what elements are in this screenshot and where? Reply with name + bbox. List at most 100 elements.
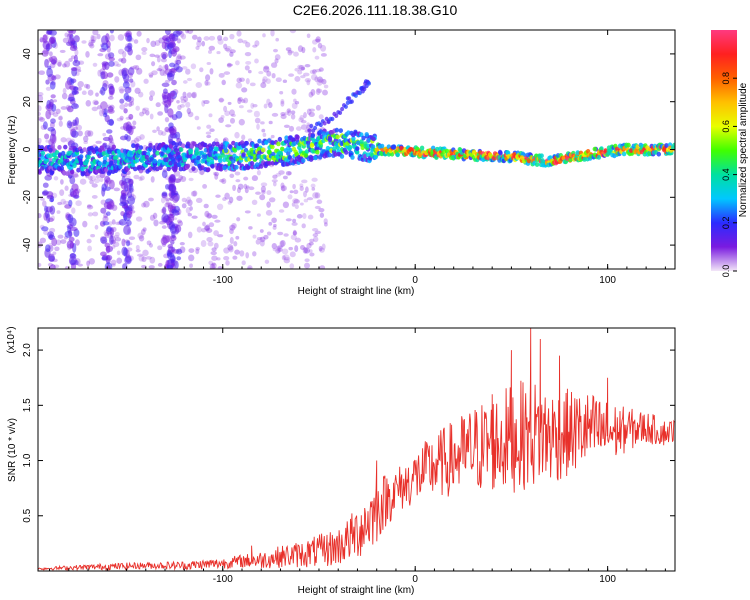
spectrogram-cell [568, 157, 573, 163]
spectrogram-cell [191, 92, 196, 98]
spectrogram-cell [575, 150, 580, 156]
spectrogram-cell [85, 50, 90, 58]
spectrogram-cell [312, 47, 317, 53]
spectrogram-cell [300, 245, 305, 250]
spectrogram-cell [90, 234, 96, 238]
spectrogram-cell [84, 130, 92, 137]
spectrogram-cell [280, 185, 287, 192]
spectrogram-cell [303, 111, 307, 119]
spectrogram-cell [220, 114, 225, 119]
spectrogram-cell [125, 240, 131, 247]
spectrogram-cell [210, 163, 215, 169]
spectrogram-cell [245, 78, 250, 85]
spectrogram-cell [69, 176, 76, 185]
spectrogram-cell [259, 229, 264, 233]
spectrogram-cell [41, 226, 49, 232]
spectrogram-cell [292, 218, 297, 223]
spectrogram-cell [195, 248, 200, 255]
spectrogram-cell [155, 150, 160, 156]
spectrogram-cell [295, 126, 302, 131]
spectrogram-cell [38, 70, 45, 76]
spectrogram-cell [186, 92, 192, 98]
spectrogram-cell [318, 78, 325, 83]
spectrogram-cell [272, 247, 279, 252]
spectrogram-cell [302, 212, 307, 220]
spectrogram-cell [170, 157, 176, 162]
spectrogram-cell [49, 98, 54, 108]
spectrogram-cell [247, 266, 252, 269]
spectrogram-cell [224, 110, 230, 117]
spectrogram-cell [266, 231, 272, 236]
spectrogram-cell [284, 135, 289, 141]
spectrogram-cell [88, 258, 96, 265]
y-tick-label: 20 [22, 96, 33, 108]
spectrogram-cell [247, 138, 253, 142]
spectrogram-cell [73, 228, 80, 237]
spectrogram-cell [120, 57, 127, 64]
spectrogram-cell [211, 262, 216, 266]
spectrogram-cell [73, 86, 79, 91]
spectrogram-cell [247, 265, 253, 269]
spectrogram-cell [242, 40, 248, 44]
spectrogram-cell [211, 141, 217, 147]
spectrogram-cell [188, 254, 195, 262]
spectrogram-cell [321, 78, 327, 85]
spectrogram-cell [271, 151, 276, 157]
spectrogram-cell [364, 132, 369, 137]
spectrogram-cell [217, 234, 224, 238]
spectrogram-cell [54, 246, 60, 252]
spectrogram-cell [349, 99, 354, 104]
spectrogram-cell [87, 89, 94, 96]
spectrogram-cell [292, 198, 299, 204]
spectrogram-cell [148, 265, 155, 269]
spectrogram-cell [71, 183, 79, 192]
spectrogram-cell [275, 77, 282, 83]
spectrogram-cell [174, 224, 182, 233]
spectrogram-cell [292, 229, 297, 236]
spectrogram-cell [238, 118, 245, 126]
spectrogram-cell [223, 105, 228, 112]
spectrogram-cell [168, 42, 177, 48]
spectrogram-cell [202, 221, 206, 227]
spectrogram-cell [359, 139, 364, 145]
spectrogram-cell [182, 80, 188, 84]
spectrogram-cell [311, 177, 318, 182]
spectrogram-cell [181, 203, 187, 209]
spectrogram-cell [419, 145, 425, 151]
spectrogram-cell [245, 185, 250, 189]
spectrogram-cell [220, 153, 225, 158]
spectrogram-cell [42, 34, 48, 44]
spectrogram-cell [235, 235, 240, 240]
spectrogram-y-axis-label: Frequency (Hz) [7, 116, 18, 185]
spectrogram-cell [104, 242, 111, 248]
spectrogram-cell [176, 100, 180, 104]
spectrogram-cell [178, 175, 184, 181]
spectrogram-cell [301, 223, 306, 229]
spectrogram-cell [291, 102, 298, 109]
spectrogram-cell [534, 162, 540, 167]
spectrogram-cell [309, 143, 315, 149]
spectrogram-cell [217, 38, 224, 45]
spectrogram-cell [498, 150, 503, 156]
spectrogram-cell [205, 74, 211, 81]
spectrogram-cell [71, 88, 77, 96]
spectrogram-cell [347, 146, 352, 152]
spectrogram-cell [128, 101, 133, 107]
spectrogram-cell [206, 124, 212, 129]
spectrogram-cell [91, 106, 98, 112]
spectrogram-cell [280, 146, 285, 152]
spectrogram-cell [173, 164, 178, 169]
spectrogram-cell [77, 69, 82, 73]
spectrogram-cell [256, 236, 263, 241]
spectrogram-cell [141, 108, 147, 115]
spectrogram-cell [187, 199, 193, 207]
spectrogram-cell [133, 137, 140, 144]
spectrogram-cell [226, 62, 232, 68]
spectrogram-cell [322, 89, 328, 96]
spectrogram-cell [300, 66, 306, 71]
spectrogram-cell [60, 198, 67, 205]
spectrogram-cell [195, 246, 201, 251]
spectrogram-cell [266, 190, 272, 196]
spectrogram-cell [304, 262, 310, 269]
colorbar: 0.0 0.2 0.4 0.6 0.8 Normalized spectral ampl… [711, 30, 749, 277]
